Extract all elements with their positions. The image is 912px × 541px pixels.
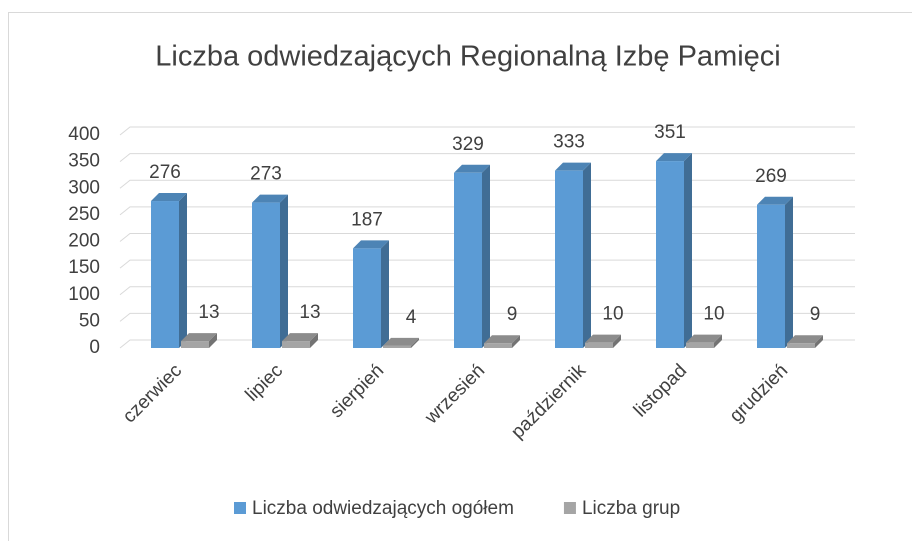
bar-side bbox=[684, 153, 692, 348]
bar-side bbox=[714, 334, 722, 348]
grid-line bbox=[119, 312, 855, 322]
y-tick-label: 100 bbox=[68, 284, 100, 305]
bar-side bbox=[583, 162, 591, 348]
data-label: 273 bbox=[250, 164, 282, 185]
data-label: 13 bbox=[198, 302, 219, 323]
bar-top bbox=[555, 162, 591, 171]
bar-side bbox=[381, 240, 389, 348]
y-tick-label: 50 bbox=[79, 310, 100, 331]
legend-label: Liczba odwiedzających ogółem bbox=[252, 498, 514, 519]
bar bbox=[484, 343, 512, 348]
data-label: 9 bbox=[810, 304, 821, 325]
data-label: 9 bbox=[507, 304, 518, 325]
bar bbox=[555, 170, 583, 348]
bar-top bbox=[252, 194, 288, 203]
data-label: 276 bbox=[149, 162, 181, 183]
bar bbox=[181, 341, 209, 348]
bar bbox=[353, 248, 381, 348]
grid-line bbox=[119, 126, 855, 136]
legend: Liczba odwiedzających ogółem Liczba grup bbox=[234, 498, 680, 519]
bar-top bbox=[454, 164, 490, 173]
data-label: 351 bbox=[654, 122, 686, 143]
bar-side bbox=[280, 194, 288, 348]
bar-side bbox=[613, 334, 621, 348]
bar bbox=[585, 342, 613, 348]
data-label: 269 bbox=[755, 166, 787, 187]
bar-side bbox=[179, 193, 187, 348]
bar-top bbox=[484, 335, 520, 344]
chart-title: Liczba odwiedzających Regionalną Izbę Pa… bbox=[155, 41, 780, 73]
bar-side bbox=[482, 164, 490, 348]
bar bbox=[656, 161, 684, 348]
bar-top bbox=[656, 153, 692, 162]
legend-label: Liczba grup bbox=[582, 498, 680, 519]
bar-side bbox=[209, 333, 217, 348]
legend-swatch bbox=[234, 502, 246, 514]
bar bbox=[787, 343, 815, 348]
legend-swatch bbox=[563, 502, 576, 514]
grid-line bbox=[119, 153, 855, 163]
bar bbox=[757, 204, 785, 348]
y-tick-label: 400 bbox=[68, 124, 100, 145]
data-label: 10 bbox=[602, 304, 623, 325]
data-label: 10 bbox=[703, 304, 724, 325]
grid-line bbox=[119, 179, 855, 189]
bar bbox=[383, 345, 411, 348]
bar bbox=[686, 342, 714, 348]
bar-side bbox=[512, 335, 520, 348]
data-label: 333 bbox=[553, 132, 585, 153]
bar bbox=[151, 201, 179, 348]
bar-side bbox=[785, 196, 793, 348]
y-tick-label: 350 bbox=[68, 151, 100, 172]
bar bbox=[252, 202, 280, 348]
grid-line bbox=[119, 286, 855, 296]
bar-side bbox=[310, 333, 318, 348]
bar bbox=[282, 341, 310, 348]
grid-line bbox=[119, 233, 855, 242]
y-tick-label: 200 bbox=[68, 231, 100, 252]
bar-top bbox=[757, 196, 793, 205]
bar-top bbox=[787, 335, 823, 344]
bar-top bbox=[686, 334, 722, 343]
bar-top bbox=[585, 334, 621, 343]
bar-side bbox=[411, 337, 419, 348]
y-tick-label: 250 bbox=[68, 204, 100, 225]
bar-top bbox=[282, 333, 318, 342]
grid-line bbox=[119, 206, 855, 216]
data-label: 4 bbox=[406, 307, 417, 328]
bar bbox=[454, 172, 482, 348]
bar-top bbox=[181, 333, 217, 342]
y-tick-label: 0 bbox=[89, 337, 100, 358]
grid-line bbox=[119, 259, 855, 269]
data-label: 187 bbox=[351, 209, 383, 230]
data-label: 329 bbox=[452, 134, 484, 155]
bar-side bbox=[815, 335, 823, 348]
data-label: 13 bbox=[299, 302, 320, 323]
bar-top bbox=[383, 337, 419, 346]
bar-top bbox=[353, 240, 389, 249]
y-tick-label: 300 bbox=[68, 177, 100, 198]
y-tick-label: 150 bbox=[68, 257, 100, 278]
bar-top bbox=[151, 193, 187, 202]
